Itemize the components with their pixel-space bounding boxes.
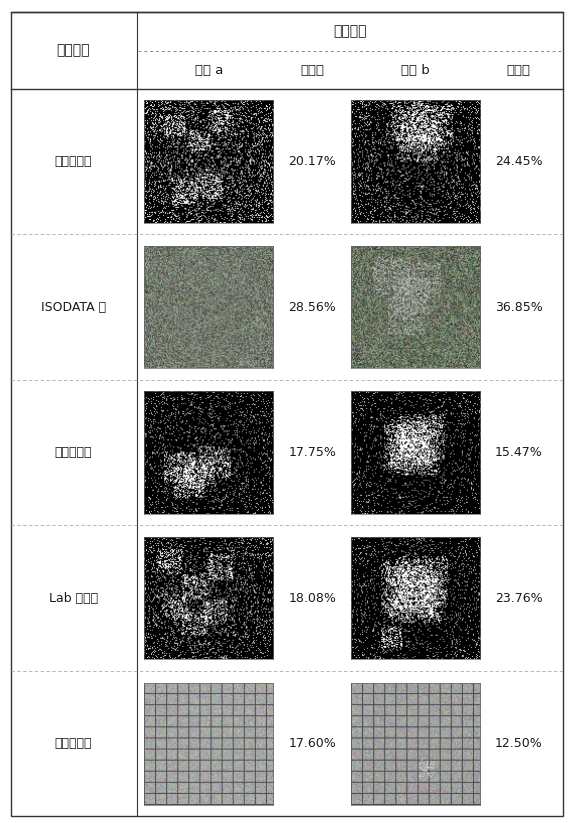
Text: 分类结果: 分类结果	[333, 25, 367, 39]
Text: 12.50%: 12.50%	[495, 737, 542, 750]
Text: 照片 b: 照片 b	[401, 64, 430, 77]
Text: ISODATA 法: ISODATA 法	[41, 300, 106, 314]
Text: 24.45%: 24.45%	[495, 155, 542, 168]
Text: 18.08%: 18.08%	[288, 592, 336, 605]
Text: 15.47%: 15.47%	[495, 446, 542, 459]
Text: 17.75%: 17.75%	[288, 446, 336, 459]
Text: 分类方法: 分类方法	[56, 44, 90, 58]
Text: 23.76%: 23.76%	[495, 592, 542, 605]
Text: 网格目估法: 网格目估法	[55, 737, 92, 750]
Text: 覆盖度: 覆盖度	[300, 64, 324, 77]
Text: 17.60%: 17.60%	[288, 737, 336, 750]
Text: Lab 分类法: Lab 分类法	[49, 592, 98, 605]
Text: 28.56%: 28.56%	[288, 300, 336, 314]
Text: 覆盖度: 覆盖度	[507, 64, 531, 77]
Text: 20.17%: 20.17%	[288, 155, 336, 168]
Text: 照片 a: 照片 a	[195, 64, 223, 77]
Text: 36.85%: 36.85%	[495, 300, 542, 314]
Text: 自动分类法: 自动分类法	[55, 446, 92, 459]
Text: 最大似然法: 最大似然法	[55, 155, 92, 168]
